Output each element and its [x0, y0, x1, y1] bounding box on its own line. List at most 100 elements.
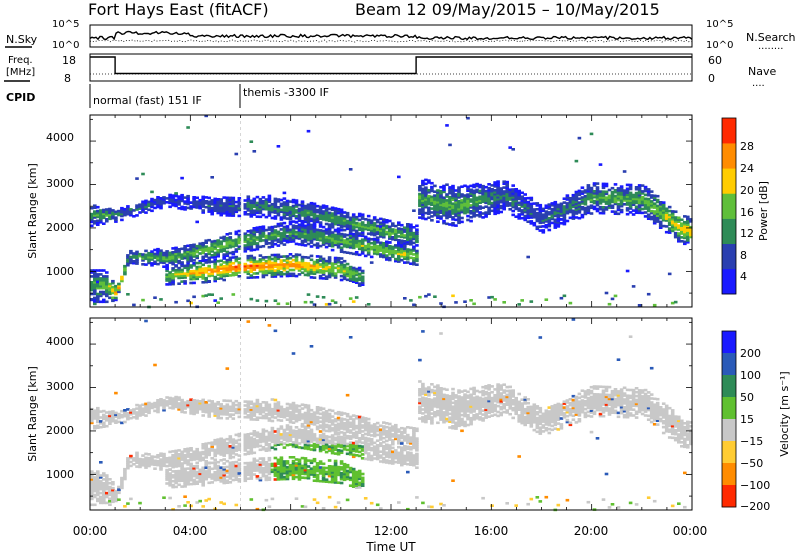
data-cell [282, 191, 287, 195]
data-cell [255, 507, 260, 511]
data-cell [249, 239, 254, 242]
data-cell [177, 197, 181, 200]
data-cell [276, 206, 281, 209]
data-cell [180, 469, 184, 473]
data-cell [192, 249, 196, 252]
data-cell [360, 227, 365, 230]
data-cell [550, 202, 555, 205]
data-cell [147, 204, 151, 208]
data-cell [366, 220, 371, 224]
data-cell [382, 224, 386, 227]
data-cell [297, 213, 302, 217]
data-cell [339, 236, 344, 240]
data-cell [448, 209, 452, 213]
data-cell [114, 497, 118, 501]
data-cell [261, 239, 266, 242]
data-cell [369, 255, 374, 259]
data-cell [550, 211, 555, 215]
data-cell [300, 436, 305, 440]
data-cell [213, 440, 217, 444]
data-cell [604, 196, 609, 199]
data-cell [201, 404, 205, 407]
data-cell [484, 215, 488, 218]
data-cell [511, 190, 515, 193]
data-cell [147, 202, 151, 206]
data-cell [234, 445, 239, 448]
data-cell [394, 224, 398, 228]
data-cell [150, 256, 154, 259]
data-cell [123, 266, 127, 270]
data-cell [90, 218, 94, 222]
data-cell [150, 455, 154, 458]
data-cell [382, 246, 386, 249]
data-cell [595, 201, 600, 205]
data-cell [673, 220, 678, 223]
data-cell [291, 240, 296, 243]
data-cell [535, 219, 540, 223]
data-cell [261, 205, 266, 209]
data-cell [553, 202, 558, 206]
data-cell [231, 273, 236, 277]
data-cell [339, 214, 344, 217]
data-cell [132, 416, 136, 419]
data-cell [451, 210, 455, 213]
data-cell [201, 249, 205, 253]
data-cell [625, 203, 630, 206]
data-cell [216, 249, 220, 252]
data-cell [180, 458, 184, 461]
data-cell [294, 216, 299, 220]
data-cell [526, 214, 530, 218]
data-cell [400, 243, 404, 246]
data-cell [520, 211, 524, 214]
data-cell [261, 416, 266, 420]
data-cell [147, 460, 151, 464]
data-cell [514, 203, 518, 207]
data-cell [604, 291, 609, 295]
data-cell [219, 443, 223, 446]
data-cell [231, 262, 236, 265]
data-cell [339, 242, 344, 246]
data-cell [279, 472, 284, 475]
data-cell [556, 209, 561, 213]
data-cell [213, 465, 217, 468]
data-cell [231, 463, 236, 466]
data-cell [300, 446, 305, 450]
data-cell [246, 402, 251, 405]
data-cell [225, 202, 230, 205]
data-cell [210, 461, 214, 465]
data-cell [264, 412, 269, 416]
data-cell [445, 201, 449, 204]
data-cell [294, 406, 299, 409]
data-cell [246, 416, 251, 419]
data-cell [637, 203, 642, 207]
data-cell [180, 473, 184, 477]
data-cell [466, 218, 470, 222]
data-cell [171, 403, 175, 406]
data-cell [246, 199, 251, 202]
data-cell [327, 232, 332, 236]
data-cell [189, 402, 193, 405]
data-cell [192, 295, 196, 299]
data-cell [481, 188, 485, 192]
data-cell [174, 481, 178, 485]
data-cell [213, 442, 217, 446]
data-cell [318, 231, 323, 234]
data-cell [270, 440, 275, 444]
data-cell [219, 439, 223, 443]
data-cell [409, 235, 413, 238]
data-cell [177, 454, 181, 458]
data-cell [360, 240, 365, 243]
data-cell [409, 262, 413, 265]
data-cell [192, 245, 196, 248]
data-cell [529, 204, 534, 208]
data-cell [267, 245, 272, 249]
data-cell [237, 200, 242, 204]
data-cell [300, 212, 305, 215]
data-cell [309, 276, 314, 279]
data-cell [397, 256, 401, 259]
data-cell [517, 189, 521, 193]
data-cell [261, 440, 266, 443]
data-cell [330, 214, 335, 217]
data-cell [412, 233, 416, 237]
data-cell [192, 402, 196, 406]
